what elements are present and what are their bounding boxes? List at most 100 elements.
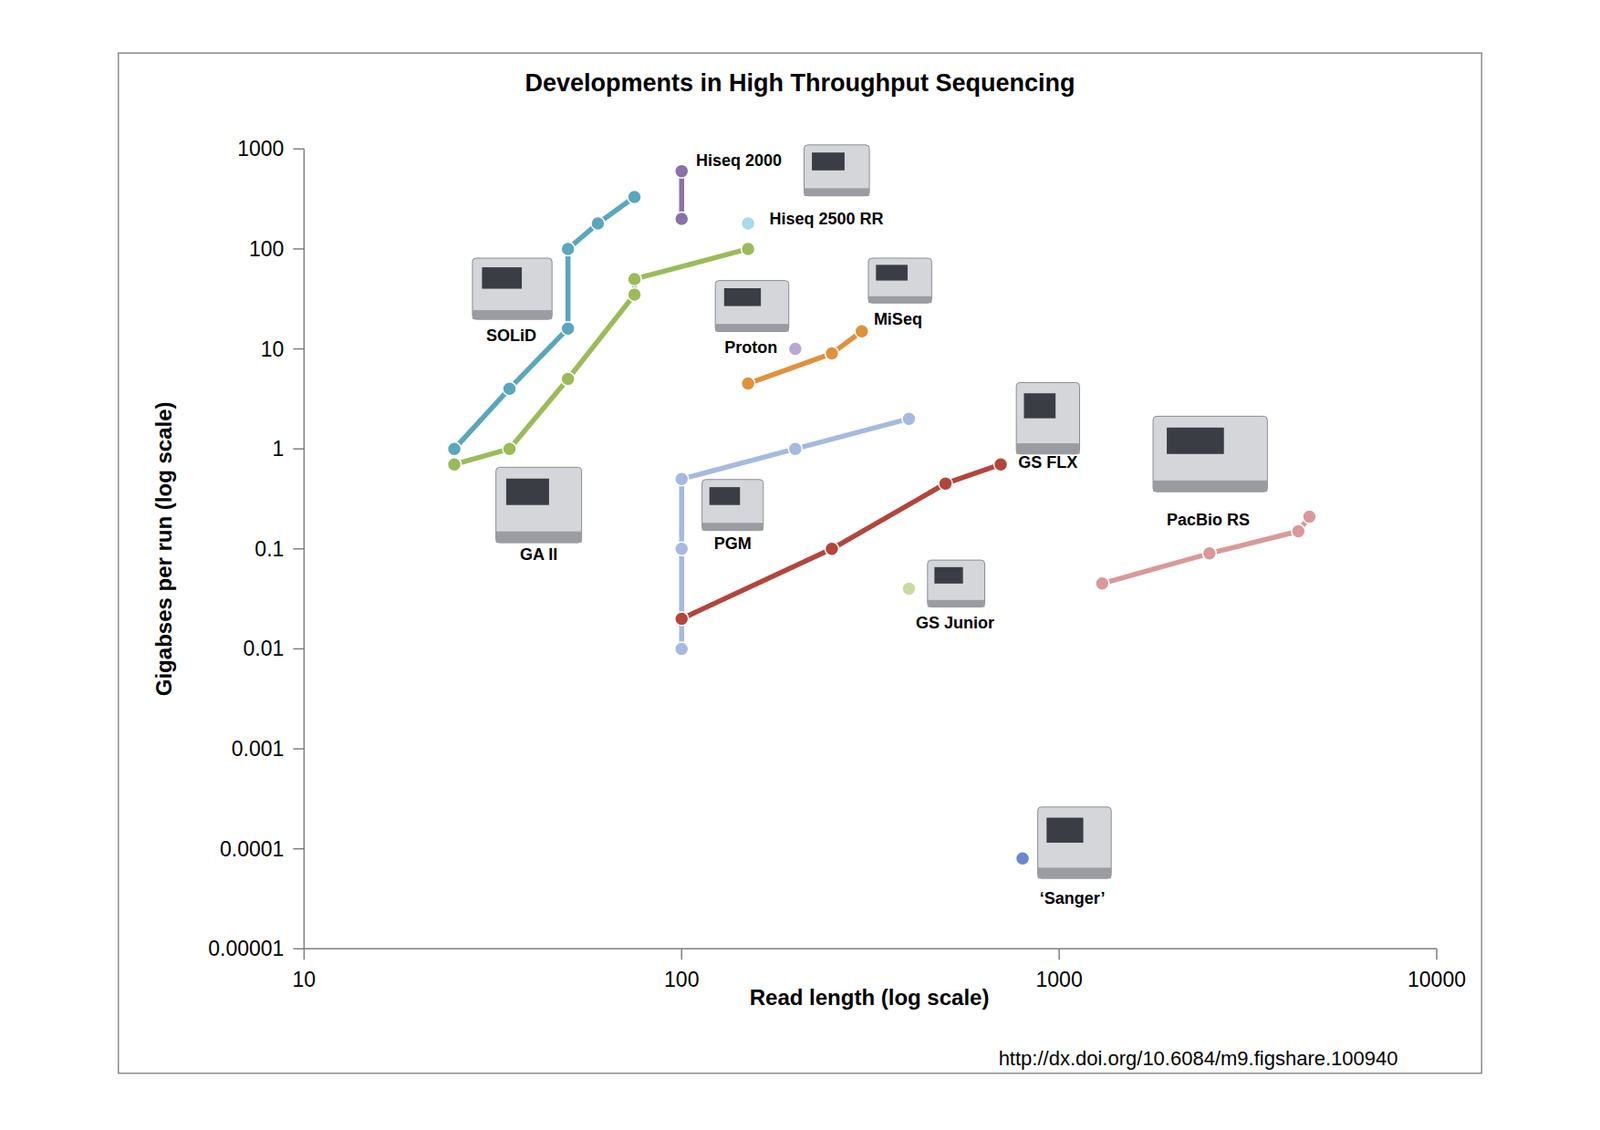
- icon-body: [702, 479, 764, 531]
- icon-panel: [481, 267, 522, 289]
- x-tick: [1435, 948, 1438, 960]
- y-tick: [292, 548, 304, 551]
- data-point: [741, 241, 756, 256]
- data-point: [994, 457, 1008, 472]
- data-point: [788, 342, 802, 356]
- y-tick: [292, 447, 304, 450]
- data-point: [902, 581, 916, 596]
- instrument-icon: [702, 479, 764, 531]
- data-point: [1291, 524, 1306, 539]
- data-point: [675, 164, 689, 178]
- series: [741, 324, 870, 391]
- icon-body: [803, 145, 870, 197]
- instrument-icon: [1038, 807, 1112, 879]
- icon-panel: [709, 487, 741, 506]
- y-tick: [292, 648, 304, 651]
- instrument-icon: [1016, 382, 1080, 454]
- x-tick: [1058, 948, 1060, 960]
- icon-body: [715, 280, 790, 333]
- icon-body: [1153, 415, 1268, 492]
- series: [675, 412, 916, 656]
- icon-panel: [811, 152, 845, 171]
- icon-base: [927, 600, 986, 608]
- icon-base: [715, 323, 790, 332]
- icon-base: [803, 187, 870, 196]
- y-tick: [292, 248, 304, 250]
- y-tick: [292, 948, 304, 951]
- series-line: [681, 418, 909, 649]
- series-label: GS Junior: [915, 613, 995, 633]
- series-label: PGM: [714, 534, 752, 553]
- icon-panel: [1023, 393, 1056, 418]
- data-point: [561, 322, 575, 336]
- x-axis-line: [303, 948, 1437, 951]
- instrument-icon: [803, 145, 870, 197]
- data-point: [675, 642, 689, 656]
- y-tick-label: 1000: [237, 136, 284, 161]
- series-line: [681, 464, 1001, 619]
- data-point: [741, 216, 756, 230]
- data-point: [447, 457, 462, 472]
- data-point: [854, 324, 869, 339]
- data-point: [627, 190, 642, 205]
- data-point: [675, 612, 689, 626]
- data-point: [627, 271, 642, 286]
- data-point: [675, 472, 689, 487]
- data-point: [938, 477, 953, 491]
- icon-body: [1038, 807, 1112, 879]
- y-tick: [292, 848, 304, 851]
- series: [1095, 509, 1317, 591]
- y-axis-label: Gigabses per run (log scale): [151, 401, 177, 697]
- series-line: [454, 249, 749, 465]
- series: [447, 241, 756, 471]
- series: [788, 342, 802, 356]
- icon-body: [868, 258, 932, 303]
- instrument-icon: [927, 560, 986, 607]
- data-point: [824, 346, 839, 361]
- y-tick-label: 100: [249, 237, 284, 261]
- instrument-icon: [496, 467, 582, 543]
- data-point: [675, 541, 689, 556]
- series-line: [454, 197, 634, 449]
- y-tick-label: 10: [260, 337, 285, 362]
- icon-body: [496, 467, 582, 543]
- series-label: ‘Sanger’: [1039, 889, 1106, 908]
- series-label: GS FLX: [1018, 453, 1078, 472]
- data-point: [591, 216, 605, 230]
- data-point: [902, 412, 916, 426]
- icon-base: [496, 531, 582, 543]
- data-point: [1095, 576, 1110, 591]
- y-tick: [292, 348, 304, 351]
- x-tick: [303, 948, 306, 960]
- series: [741, 216, 756, 230]
- instrument-icon: [1153, 415, 1268, 492]
- instrument-icon: [472, 258, 552, 320]
- data-point: [561, 241, 575, 256]
- chart-root: Developments in High Throughput Sequenci…: [0, 0, 1600, 1130]
- data-point: [1202, 546, 1216, 561]
- x-axis-label: Read length (log scale): [749, 985, 990, 1010]
- source-note: http://dx.doi.org/10.6084/m9.figshare.10…: [998, 1047, 1399, 1071]
- data-point: [561, 372, 575, 386]
- chart-title: Developments in High Throughput Sequenci…: [524, 69, 1075, 97]
- instrument-icon: [715, 280, 790, 333]
- series-label: MiSeq: [873, 310, 923, 329]
- icon-base: [1038, 867, 1112, 879]
- icon-panel: [1166, 427, 1225, 455]
- icon-body: [1016, 382, 1080, 454]
- icon-panel: [1046, 818, 1083, 843]
- icon-base: [1016, 443, 1080, 455]
- y-tick-label: 0.0001: [219, 837, 284, 862]
- x-tick: [680, 948, 683, 960]
- series-label: GA II: [519, 545, 558, 564]
- y-tick-label: 0.001: [231, 737, 285, 761]
- series-label: Hiseq 2000: [696, 151, 782, 170]
- series-label: Proton: [724, 338, 778, 357]
- data-point: [502, 442, 517, 457]
- data-point: [1016, 851, 1030, 866]
- instrument-icon: [868, 258, 932, 303]
- y-tick-label: 0.1: [254, 537, 284, 562]
- x-tick-label: 10: [292, 967, 317, 992]
- data-point: [502, 382, 517, 396]
- y-tick: [292, 148, 304, 151]
